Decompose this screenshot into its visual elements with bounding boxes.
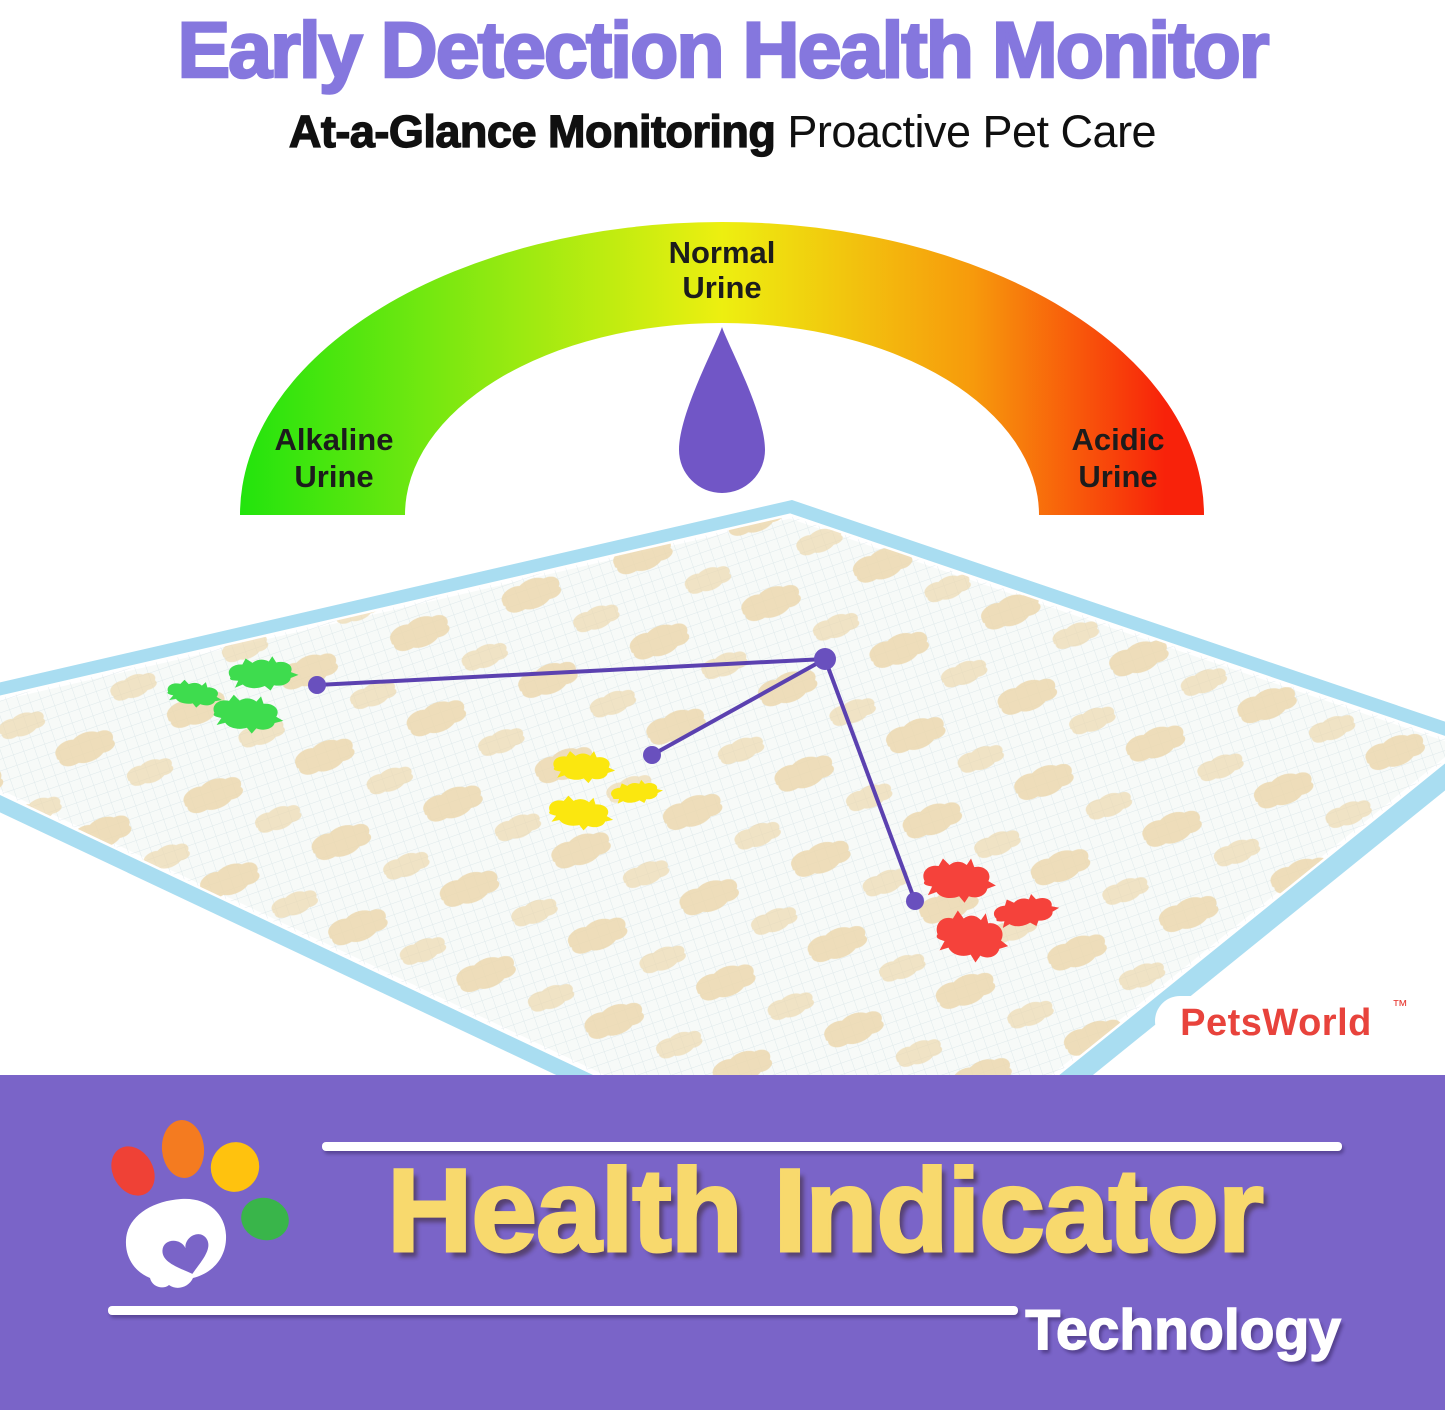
paw-toe-red [111, 1146, 155, 1196]
gauge-label-normal-line1: Normal [669, 235, 776, 270]
page-title: Early Detection Health Monitor [176, 4, 1271, 96]
paw-heart-icon [162, 1234, 209, 1274]
banner-divider-top [322, 1142, 1342, 1151]
gauge-label-acidic-line2: Urine [1078, 459, 1157, 494]
connector-line-alkaline [315, 657, 827, 687]
paw-toe-yellow [210, 1142, 260, 1192]
banner-title: Health Indicator [386, 1145, 1266, 1278]
connector-dot-acidic [906, 892, 924, 910]
gauge-label-normal-line2: Urine [682, 270, 761, 305]
ph-gauge: Normal Urine Alkaline Urine Acidic Urine [240, 222, 1204, 515]
pad-spot-pattern [0, 516, 1445, 1080]
connector-dot-alkaline [308, 676, 326, 694]
paw-toe-orange [161, 1120, 205, 1178]
gauge-label-acidic-line1: Acidic [1071, 422, 1164, 457]
brand-badge-bg [1155, 996, 1400, 1046]
connector-junction-dot [814, 648, 836, 670]
gauge-label-alkaline-line1: Alkaline [275, 422, 394, 457]
brand-tm: ™ [1392, 998, 1408, 1015]
paw-toe-green [241, 1197, 289, 1241]
connector-line-normal [650, 657, 827, 757]
connector-line-acidic [823, 657, 917, 903]
pee-pad-illustration: PetsWorld ™ [0, 500, 1445, 1080]
brand-name: PetsWorld [1180, 1002, 1372, 1044]
urine-droplet-icon [679, 327, 765, 493]
connector-lines [315, 657, 917, 903]
brand-badge: PetsWorld ™ [1155, 996, 1408, 1046]
banner-divider-bottom [108, 1306, 1018, 1315]
subtitle-rest: Proactive Pet Care [775, 106, 1157, 157]
page-subtitle: At-a-Glance Monitoring Proactive Pet Car… [0, 105, 1445, 158]
gauge-label-alkaline-line2: Urine [294, 459, 373, 494]
gauge-arc [240, 222, 1204, 515]
paw-logo-icon [111, 1120, 289, 1288]
banner: Health Indicator Technology [0, 1075, 1445, 1410]
connector-dot-normal [643, 746, 661, 764]
subtitle-bold: At-a-Glance Monitoring [288, 105, 776, 157]
banner-subtitle: Technology [1025, 1297, 1342, 1363]
